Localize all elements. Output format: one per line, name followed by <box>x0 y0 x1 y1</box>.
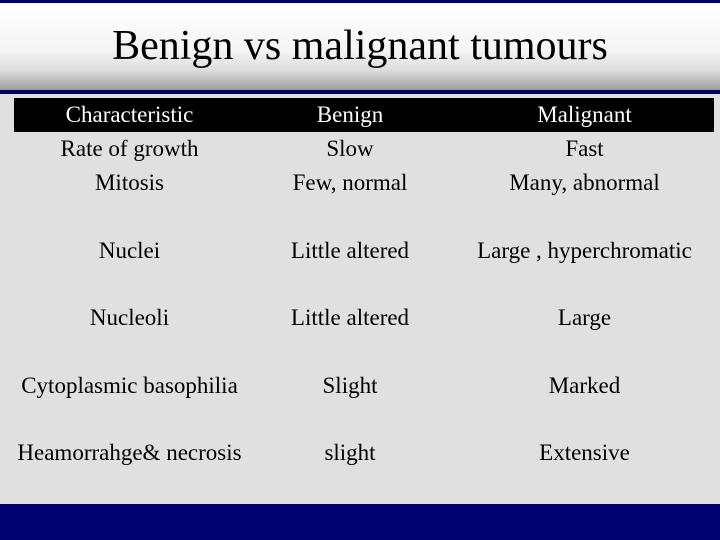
cell-malignant: Large <box>455 301 714 369</box>
table-header-row: Characteristic Benign Malignant <box>14 98 714 132</box>
cell-malignant: Many, abnormal <box>455 166 714 234</box>
col-header-malignant: Malignant <box>455 98 714 132</box>
slide: Benign vs malignant tumours Characterist… <box>0 0 720 540</box>
cell-benign: Slow <box>245 132 455 166</box>
cell-malignant: Extensive <box>455 436 714 504</box>
cell-benign: Few, normal <box>245 166 455 234</box>
table-row: Rate of growth Slow Fast <box>14 132 714 166</box>
footer-band <box>0 504 720 540</box>
table-row: Nuclei Little altered Large , hyperchrom… <box>14 234 714 302</box>
table-row: Mitosis Few, normal Many, abnormal <box>14 166 714 234</box>
cell-characteristic: Rate of growth <box>14 132 245 166</box>
cell-malignant: Marked <box>455 369 714 437</box>
cell-benign: Little altered <box>245 301 455 369</box>
cell-characteristic: Cytoplasmic basophilia <box>14 369 245 437</box>
cell-malignant: Fast <box>455 132 714 166</box>
cell-characteristic: Mitosis <box>14 166 245 234</box>
table-row: Heamorrahge& necrosis slight Extensive <box>14 436 714 504</box>
cell-benign: slight <box>245 436 455 504</box>
col-header-benign: Benign <box>245 98 455 132</box>
slide-title: Benign vs malignant tumours <box>112 24 608 68</box>
col-header-characteristic: Characteristic <box>14 98 245 132</box>
table-row: Cytoplasmic basophilia Slight Marked <box>14 369 714 437</box>
title-bar: Benign vs malignant tumours <box>0 0 720 94</box>
comparison-table-container: Characteristic Benign Malignant Rate of … <box>14 98 714 504</box>
cell-benign: Little altered <box>245 234 455 302</box>
cell-malignant: Large , hyperchromatic <box>455 234 714 302</box>
comparison-table: Characteristic Benign Malignant Rate of … <box>14 98 714 504</box>
cell-characteristic: Heamorrahge& necrosis <box>14 436 245 504</box>
cell-characteristic: Nuclei <box>14 234 245 302</box>
table-row: Nucleoli Little altered Large <box>14 301 714 369</box>
cell-characteristic: Nucleoli <box>14 301 245 369</box>
cell-benign: Slight <box>245 369 455 437</box>
